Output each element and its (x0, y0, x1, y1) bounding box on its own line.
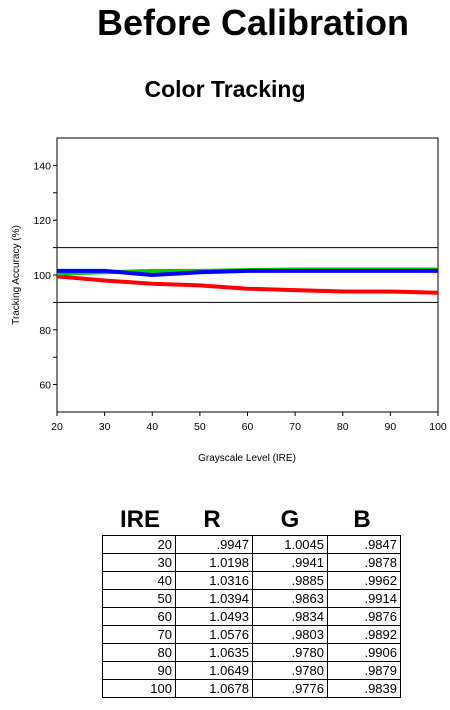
table-row: 60 1.0493.9834.9876 (102, 607, 401, 626)
y-tick-label: 120 (33, 215, 51, 227)
series-line-0 (56, 274, 439, 295)
table-cell: .9941 (252, 553, 328, 572)
table-cell: .9962 (327, 571, 401, 590)
table-cell: 1.0635 (175, 643, 253, 662)
x-tick-label: 20 (51, 421, 63, 433)
x-tick-label: 100 (429, 421, 447, 433)
series-line-2 (57, 268, 438, 277)
table-cell: .9839 (327, 679, 401, 698)
table-cell: 80 (102, 643, 176, 662)
table-cell: 1.0493 (175, 607, 253, 626)
table-row: 70 1.0576.9803.9892 (102, 625, 401, 644)
y-tick-label: 80 (39, 325, 51, 337)
table-cell: 1.0198 (175, 553, 253, 572)
table-cell: 50 (102, 589, 176, 608)
chart-title: Color Tracking (144, 76, 306, 102)
table-cell: .9947 (175, 535, 253, 554)
data-table: 20.9947 1.0045.9847 30 1.0198.9941.9878 40 1.… (102, 535, 401, 698)
table-cell: .9780 (252, 643, 328, 662)
table-row: 90 1.0649.9780.9879 (102, 661, 401, 680)
table-cell: 1.0649 (175, 661, 253, 680)
table-cell: 1.0678 (175, 679, 253, 698)
y-tick-label: 140 (33, 160, 51, 172)
table-cell: 100 (102, 679, 176, 698)
table-cell: .9834 (252, 607, 328, 626)
x-axis-label: Grayscale Level (IRE) (198, 453, 296, 464)
table-cell: .9906 (327, 643, 401, 662)
table-cell: 1.0576 (175, 625, 253, 644)
table-cell: 90 (102, 661, 176, 680)
y-tick-label: 60 (39, 380, 51, 392)
table-header-r: R (203, 506, 221, 533)
x-tick-label: 80 (337, 421, 349, 433)
table-cell: .9914 (327, 589, 401, 608)
x-tick-label: 70 (289, 421, 301, 433)
x-tick-label: 60 (242, 421, 254, 433)
table-row: 20.9947 1.0045.9847 (102, 535, 401, 554)
table-cell: .9780 (252, 661, 328, 680)
table-header-row: IRE R G B (102, 506, 398, 536)
table-cell: .9878 (327, 553, 401, 572)
table-row: 100 1.0678.9776.9839 (102, 679, 401, 698)
table-cell: 60 (102, 607, 176, 626)
plot-area (56, 137, 439, 413)
y-tick-label: 100 (33, 270, 51, 282)
x-tick-label: 90 (385, 421, 397, 433)
table-cell: .9803 (252, 625, 328, 644)
x-tick-label: 40 (146, 421, 158, 433)
table-cell: .9892 (327, 625, 401, 644)
x-tick-label: 30 (99, 421, 111, 433)
table-cell: 20 (102, 535, 176, 554)
table-header-b: B (353, 506, 371, 533)
y-axis-label: Tracking Accuracy (%) (11, 225, 22, 325)
table-cell: .9847 (327, 535, 401, 554)
x-tick-label: 50 (194, 421, 206, 433)
table-row: 50 1.0394.9863.9914 (102, 589, 401, 608)
table-cell: 40 (102, 571, 176, 590)
table-cell: .9776 (252, 679, 328, 698)
table-cell: .9876 (327, 607, 401, 626)
table-cell: 1.0316 (175, 571, 253, 590)
table-cell: 1.0394 (175, 589, 253, 608)
page-title: Before Calibration (96, 2, 410, 43)
color-tracking-chart: 20 30 40 50 60 70 80 90 100 60 80 100 120 140 Graysca… (11, 137, 447, 464)
table-cell: 70 (102, 625, 176, 644)
table-row: 80 1.0635.9780.9906 (102, 643, 401, 662)
table-cell: 1.0045 (252, 535, 328, 554)
table-cell: 30 (102, 553, 176, 572)
table-row: 40 1.0316.9885.9962 (102, 571, 401, 590)
table-row: 30 1.0198.9941.9878 (102, 553, 401, 572)
table-cell: .9863 (252, 589, 328, 608)
table-header-ire: IRE (119, 506, 160, 533)
table-cell: .9879 (327, 661, 401, 680)
table-header-g: G (280, 506, 300, 533)
table-cell: .9885 (252, 571, 328, 590)
